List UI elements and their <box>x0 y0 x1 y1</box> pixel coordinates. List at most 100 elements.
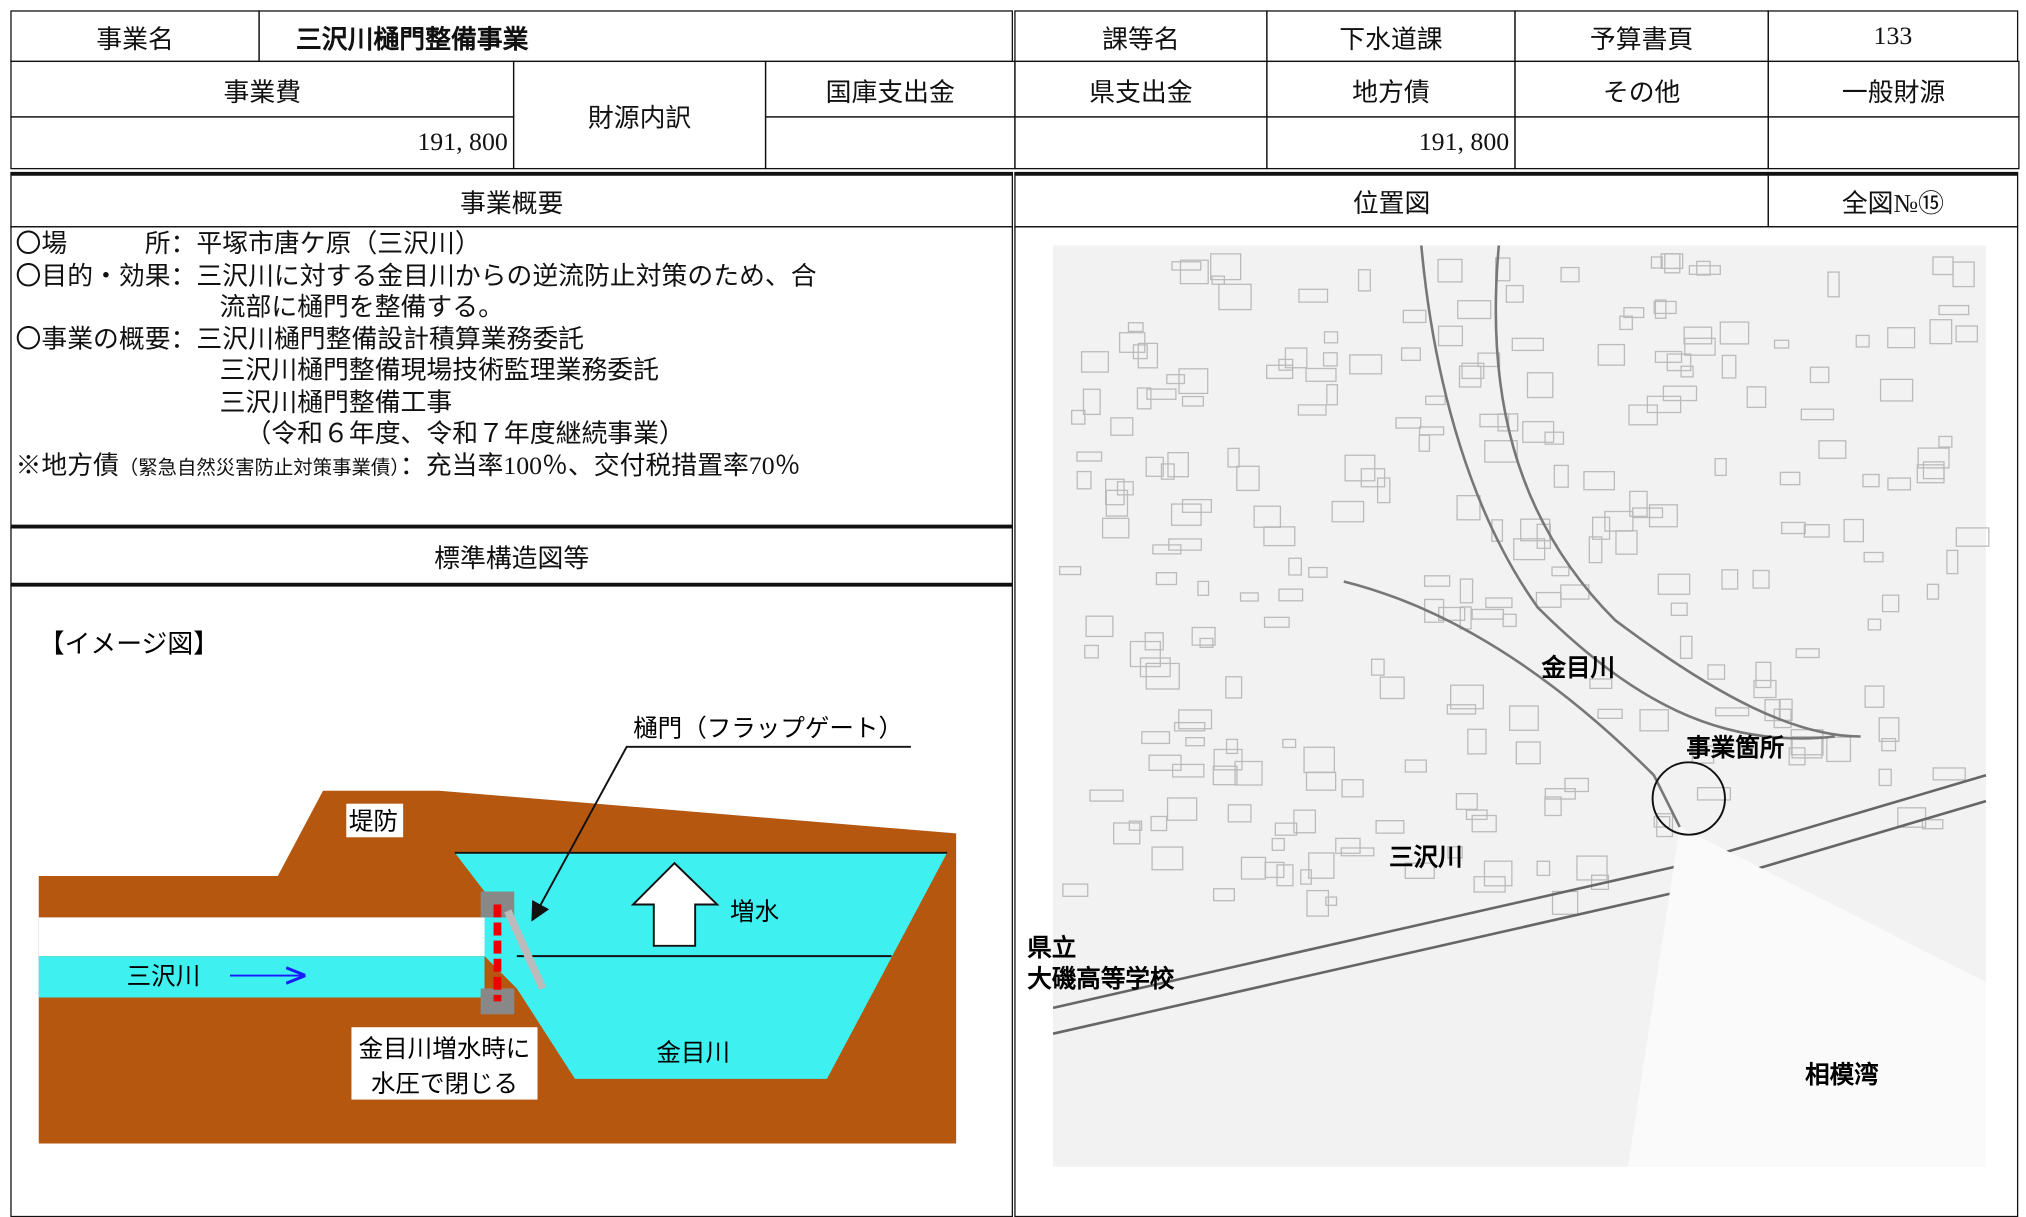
building <box>1818 440 1847 459</box>
building <box>1167 451 1189 478</box>
building <box>1438 606 1466 621</box>
building <box>1827 271 1840 298</box>
building <box>1101 517 1130 539</box>
building <box>1788 747 1806 766</box>
building <box>1544 788 1576 800</box>
building <box>1505 284 1524 303</box>
label: 樋門（フラップゲート） <box>633 713 903 742</box>
building <box>1404 759 1427 773</box>
building <box>1952 261 1975 288</box>
building <box>1166 374 1186 385</box>
creek-water <box>38 956 485 998</box>
building <box>1446 704 1477 715</box>
building <box>1513 538 1546 561</box>
building <box>1344 454 1376 482</box>
building <box>1494 257 1511 282</box>
building <box>1921 819 1944 830</box>
building <box>1597 343 1626 366</box>
building <box>1696 787 1732 801</box>
building <box>1210 253 1242 281</box>
building <box>1670 602 1688 617</box>
building <box>1471 814 1497 833</box>
line: 〇場 所：平塚市唐ケ原（三沢川） <box>15 229 481 259</box>
building <box>1781 521 1806 535</box>
building <box>1560 266 1580 283</box>
building <box>1179 259 1209 285</box>
building <box>1946 549 1959 575</box>
building <box>1721 569 1739 590</box>
building <box>1305 367 1337 382</box>
building <box>1680 365 1694 378</box>
building <box>1773 339 1790 349</box>
building <box>1467 728 1487 755</box>
building <box>1375 820 1405 834</box>
building <box>1522 420 1555 443</box>
building <box>1457 300 1492 320</box>
building <box>1139 657 1171 678</box>
building <box>1576 855 1608 881</box>
building <box>1926 583 1940 600</box>
building <box>1863 551 1884 563</box>
building <box>1646 395 1682 414</box>
arrow-up <box>630 861 720 947</box>
pipe <box>38 917 485 957</box>
building <box>1639 709 1669 732</box>
building <box>1197 580 1210 596</box>
building <box>1755 661 1772 689</box>
map-label: 金目川 <box>1540 653 1615 682</box>
building <box>1335 837 1361 854</box>
note: ※地方債 <box>15 451 119 481</box>
building <box>1879 378 1914 402</box>
river-water <box>454 852 948 1079</box>
building <box>1473 876 1506 893</box>
building <box>1170 503 1202 526</box>
note: ：充当率100％、交付税措置率70％ <box>399 451 801 481</box>
building <box>1684 337 1716 356</box>
map: 金目川 事業箇所 三沢川 県立 大磯高等学校 相模湾 <box>1027 245 1990 1167</box>
building <box>1400 347 1421 361</box>
building <box>1185 736 1205 747</box>
building <box>1234 760 1263 786</box>
caption: 【イメージ図】 <box>39 630 219 659</box>
building <box>1897 807 1927 828</box>
building <box>1141 731 1171 745</box>
building <box>1326 384 1338 406</box>
building <box>1484 440 1518 463</box>
building <box>1515 741 1541 765</box>
building <box>1212 765 1238 786</box>
building <box>1062 883 1089 897</box>
building <box>1148 754 1182 771</box>
building <box>1379 676 1405 700</box>
building <box>1076 451 1103 462</box>
building <box>1236 465 1260 492</box>
site-circle <box>1651 761 1726 836</box>
building <box>1263 616 1290 628</box>
building <box>1826 736 1852 763</box>
building <box>1917 447 1950 469</box>
river-bank <box>1343 580 1681 828</box>
building <box>1511 337 1545 352</box>
building <box>1564 777 1590 793</box>
building <box>1653 815 1671 828</box>
building <box>1218 283 1252 311</box>
building <box>1657 573 1691 595</box>
building <box>1881 737 1897 752</box>
building <box>1588 536 1603 564</box>
overview: 〇場 所：平塚市唐ケ原（三沢川） 〇目的・効果：三沢川に対する金目川からの逆流防… <box>16 229 817 485</box>
building <box>1800 408 1835 421</box>
building <box>1508 705 1539 731</box>
building <box>1471 608 1505 620</box>
building <box>1583 470 1616 491</box>
building <box>1653 300 1677 315</box>
building <box>1746 386 1767 408</box>
building <box>1477 352 1501 368</box>
building <box>1881 594 1900 613</box>
building <box>1459 578 1474 604</box>
building <box>1843 518 1865 543</box>
building <box>1113 822 1141 845</box>
building <box>1650 256 1663 269</box>
line: 〇事業の概要：三沢川樋門整備設計積算業務委託 <box>15 324 585 354</box>
building <box>1076 470 1092 490</box>
building <box>1166 797 1198 821</box>
